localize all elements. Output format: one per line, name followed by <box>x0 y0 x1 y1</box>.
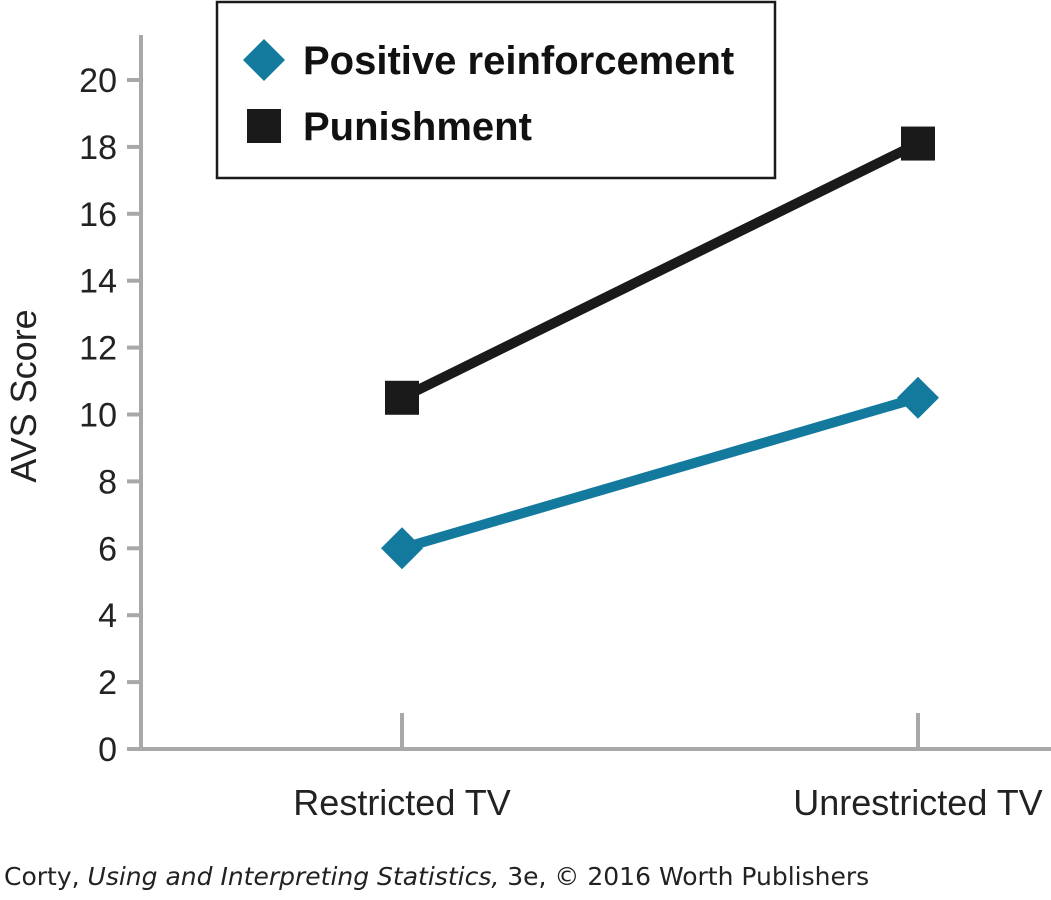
y-tick-label-20: 20 <box>79 62 117 100</box>
y-tick-label-18: 18 <box>79 129 117 167</box>
y-tick-label-0: 0 <box>98 731 117 769</box>
legend-marker-1 <box>247 109 281 143</box>
series-0-point-1 <box>897 376 939 419</box>
series-1-point-1 <box>901 126 935 161</box>
figure-credit: Corty, Using and Interpreting Statistics… <box>4 862 869 891</box>
y-tick-label-8: 8 <box>98 463 117 501</box>
series-line-1 <box>399 139 921 403</box>
credit-book-title: Using and Interpreting Statistics, <box>87 862 500 891</box>
legend-marker-0 <box>243 39 285 81</box>
x-tick-label-1: Unrestricted TV <box>793 782 1042 823</box>
legend: Positive reinforcement Punishment <box>215 0 777 180</box>
series-layer <box>381 126 939 570</box>
y-tick-label-4: 4 <box>98 597 117 635</box>
y-axis-title: AVS Score <box>3 309 44 482</box>
series-1-point-0 <box>385 380 419 415</box>
y-axis: 0 2 4 6 8 10 12 14 16 18 20 <box>79 35 143 769</box>
y-tick-label-16: 16 <box>79 196 117 234</box>
y-tick-label-10: 10 <box>79 397 117 435</box>
series-0 <box>381 376 939 570</box>
legend-box <box>215 0 777 180</box>
y-tick-label-6: 6 <box>98 530 117 568</box>
y-tick-label-12: 12 <box>79 330 117 368</box>
y-tick-label-14: 14 <box>79 263 117 301</box>
x-tick-label-0: Restricted TV <box>293 782 510 823</box>
legend-label-0: Positive reinforcement <box>303 39 734 83</box>
x-axis: Restricted TV Unrestricted TV <box>139 713 1051 823</box>
series-line-0 <box>400 392 920 554</box>
y-tick-label-2: 2 <box>98 664 117 702</box>
credit-edition: 3e, © 2016 Worth Publishers <box>499 862 870 891</box>
legend-label-1: Punishment <box>303 105 532 149</box>
credit-author: Corty, <box>4 862 88 891</box>
series-0-point-0 <box>381 527 423 570</box>
series-1 <box>385 126 935 415</box>
